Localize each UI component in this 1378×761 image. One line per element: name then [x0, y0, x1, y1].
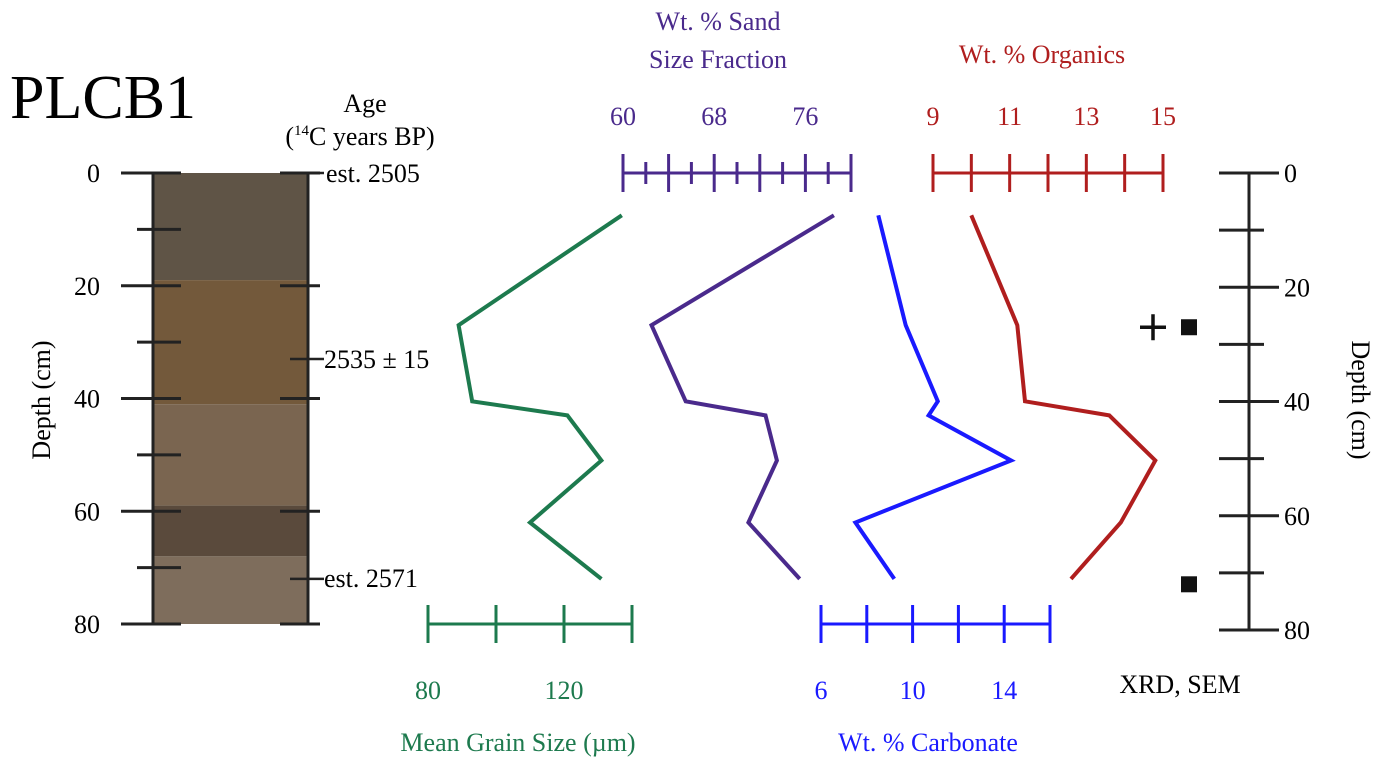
left-axis-tick-label: 60: [74, 497, 100, 526]
age-label-line1: Age: [343, 89, 386, 118]
core-stratum: [153, 505, 308, 557]
grain-size-title: Mean Grain Size (µm): [400, 728, 635, 757]
core-stratum: [153, 173, 308, 281]
left-axis-tick-label: 20: [74, 272, 100, 301]
series-axis-tick-label: 11: [997, 102, 1022, 131]
series-axis-tick-label: 9: [927, 102, 940, 131]
carbonate-title: Wt. % Carbonate: [838, 728, 1018, 757]
sample-square-marker: [1181, 319, 1197, 336]
series-axis-tick-label: 15: [1150, 102, 1176, 131]
series-axis-tick-label: 10: [900, 676, 926, 705]
right-axis-tick-label: 40: [1284, 388, 1310, 417]
age-date-bottom: est. 2571: [324, 564, 418, 593]
organics-title: Wt. % Organics: [959, 40, 1125, 69]
right-axis-tick-label: 60: [1284, 502, 1310, 531]
right-axis-tick-label: 20: [1284, 273, 1310, 302]
series-3: 9 11 13 15: [927, 102, 1176, 581]
right-depth-axis-label: Depth (cm): [1346, 340, 1375, 459]
right-axis-tick-label: 80: [1284, 616, 1310, 645]
series-axis-tick-label: 80: [415, 676, 441, 705]
series-profile-line: [648, 213, 835, 581]
left-depth-axis-label: Depth (cm): [27, 340, 56, 459]
age-date-middle: 2535 ± 15: [324, 345, 429, 374]
series-profile-line: [969, 214, 1158, 581]
sand-title-line1: Wt. % Sand: [656, 7, 781, 36]
series-axis-tick-label: 14: [991, 676, 1017, 705]
series-axis-tick-label: 120: [545, 676, 584, 705]
core-title: PLCB1: [10, 64, 196, 132]
series-2: 6 10 14: [815, 214, 1052, 705]
series-layer: 80 120 60 68 76 6 10 14 9 11 13 15: [415, 102, 1176, 705]
age-axis: [280, 171, 324, 626]
left-axis-tick-label: 80: [74, 610, 100, 639]
series-0: 80 120: [415, 213, 634, 705]
series-1: 60 68 76: [610, 102, 853, 581]
left-axis-tick-label: 40: [74, 385, 100, 414]
left-axis-tick-label: 0: [87, 159, 100, 188]
series-axis-tick-label: 60: [610, 102, 636, 131]
series-axis-tick-label: 6: [815, 676, 828, 705]
series-profile-line: [456, 213, 623, 581]
age-label-line2: (14C years BP): [285, 122, 434, 151]
sand-title-line2: Size Fraction: [649, 45, 787, 74]
series-axis-tick-label: 68: [701, 102, 727, 131]
sample-square-marker: [1181, 576, 1197, 593]
series-axis-tick-label: 76: [792, 102, 818, 131]
age-date-top: est. 2505: [326, 159, 420, 188]
sample-markers: [1140, 314, 1197, 593]
series-profile-line: [852, 214, 1016, 581]
samples-label: XRD, SEM: [1119, 670, 1240, 699]
right-axis-tick-label: 0: [1284, 159, 1297, 188]
series-axis-tick-label: 13: [1073, 102, 1099, 131]
right-depth-axis: 0 20 40 60 80: [1219, 159, 1310, 645]
left-depth-axis: 0 20 40 60 80: [74, 159, 181, 639]
core-column: [153, 173, 308, 624]
